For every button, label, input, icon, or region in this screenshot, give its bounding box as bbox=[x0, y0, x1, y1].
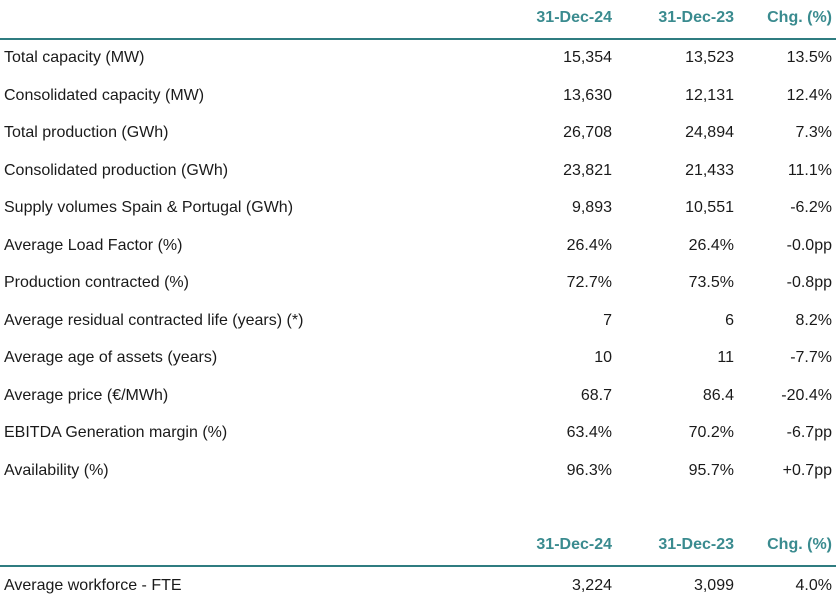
table-row: Supply volumes Spain & Portugal (GWh) 9,8… bbox=[0, 190, 836, 228]
value-change: 11.1% bbox=[787, 161, 832, 179]
value-change: 4.0% bbox=[795, 577, 832, 594]
value-change: -7.7% bbox=[790, 349, 832, 366]
value-current-year: 26,708 bbox=[563, 124, 612, 141]
row-label: Production contracted (%) bbox=[4, 274, 189, 291]
value-change: -6.7pp bbox=[786, 424, 832, 441]
value-prior-year: 6 bbox=[725, 311, 734, 329]
row-label: Consolidated production (GWh) bbox=[4, 161, 229, 179]
value-current-year: 23,821 bbox=[563, 161, 612, 179]
value-prior-year: 70.2% bbox=[688, 424, 734, 441]
value-prior-year: 21,433 bbox=[685, 161, 734, 179]
table-row: Average Load Factor (%) 26.4% 26.4% -0.0pp bbox=[0, 228, 836, 266]
value-prior-year: 86.4 bbox=[702, 386, 734, 404]
table-row: Production contracted (%) 72.7% 73.5% -0.8p… bbox=[0, 265, 836, 303]
value-prior-year: 24,894 bbox=[685, 124, 734, 141]
value-prior-year: 11 bbox=[717, 349, 734, 366]
row-label: Average Load Factor (%) bbox=[4, 236, 183, 254]
kpi-table-body: Total capacity (MW) 15,354 13,523 13.5% Cons… bbox=[0, 40, 836, 490]
value-change: 12.4% bbox=[786, 86, 832, 104]
table-row: Consolidated capacity (MW) 13,630 12,131 12… bbox=[0, 78, 836, 116]
value-current-year: 68.7 bbox=[580, 386, 612, 404]
workforce-table-body: Average workforce - FTE 3,224 3,099 4.0% bbox=[0, 567, 836, 599]
row-label: Supply volumes Spain & Portugal (GWh) bbox=[4, 199, 294, 216]
value-change: -20.4% bbox=[781, 386, 832, 404]
value-current-year: 96.3% bbox=[566, 461, 612, 479]
workforce-table-header: 31-Dec-24 31-Dec-23 Chg. (%) bbox=[0, 527, 836, 567]
value-change: 8.2% bbox=[795, 311, 832, 329]
table-row: Average price (€/MWh) 68.7 86.4 -20.4% bbox=[0, 378, 836, 416]
value-change: -0.8pp bbox=[786, 274, 832, 291]
column-header-change: Chg. (%) bbox=[767, 536, 832, 553]
table-row: Total capacity (MW) 15,354 13,523 13.5% bbox=[0, 40, 836, 78]
row-label: EBITDA Generation margin (%) bbox=[4, 424, 228, 441]
value-prior-year: 26.4% bbox=[688, 236, 734, 254]
table-row: Consolidated production (GWh) 23,821 21,43… bbox=[0, 153, 836, 191]
value-prior-year: 12,131 bbox=[685, 86, 734, 104]
value-prior-year: 3,099 bbox=[693, 577, 734, 594]
column-header-current-year: 31-Dec-24 bbox=[536, 9, 612, 26]
value-prior-year: 13,523 bbox=[685, 49, 734, 66]
value-current-year: 13,630 bbox=[563, 86, 612, 104]
value-current-year: 72.7% bbox=[566, 274, 612, 291]
table-row: Availability (%) 96.3% 95.7% +0.7pp bbox=[0, 453, 836, 491]
value-prior-year: 73.5% bbox=[688, 274, 734, 291]
row-label: Average age of assets (years) bbox=[4, 349, 218, 366]
table-row: EBITDA Generation margin (%) 63.4% 70.2% -6… bbox=[0, 415, 836, 453]
column-header-prior-year: 31-Dec-23 bbox=[658, 9, 734, 26]
table-row: Average age of assets (years) 10 11 -7.7% bbox=[0, 340, 836, 378]
row-label: Total capacity (MW) bbox=[4, 49, 145, 66]
value-change: -6.2% bbox=[790, 199, 832, 216]
value-change: 7.3% bbox=[795, 124, 832, 141]
value-prior-year: 95.7% bbox=[688, 461, 734, 479]
value-current-year: 3,224 bbox=[571, 577, 612, 594]
value-current-year: 15,354 bbox=[563, 49, 612, 66]
row-label: Availability (%) bbox=[4, 461, 109, 479]
kpi-table-header: 31-Dec-24 31-Dec-23 Chg. (%) bbox=[0, 0, 836, 40]
value-current-year: 26.4% bbox=[566, 236, 612, 254]
table-row: Average residual contracted life (years)… bbox=[0, 303, 836, 341]
value-change: +0.7pp bbox=[782, 461, 832, 479]
row-label: Average residual contracted life (years)… bbox=[4, 311, 304, 329]
kpi-table: 31-Dec-24 31-Dec-23 Chg. (%) Total capac… bbox=[0, 0, 836, 490]
value-change: 13.5% bbox=[786, 49, 832, 66]
column-header-prior-year: 31-Dec-23 bbox=[658, 536, 734, 553]
workforce-table: 31-Dec-24 31-Dec-23 Chg. (%) Average wor… bbox=[0, 527, 836, 599]
row-label: Consolidated capacity (MW) bbox=[4, 86, 205, 104]
column-header-current-year: 31-Dec-24 bbox=[536, 536, 612, 553]
row-label: Average price (€/MWh) bbox=[4, 386, 169, 404]
value-change: -0.0pp bbox=[786, 236, 832, 254]
value-current-year: 7 bbox=[603, 311, 612, 329]
value-prior-year: 10,551 bbox=[685, 199, 734, 216]
table-row: Total production (GWh) 26,708 24,894 7.3% bbox=[0, 115, 836, 153]
column-header-change: Chg. (%) bbox=[767, 9, 832, 26]
value-current-year: 63.4% bbox=[566, 424, 612, 441]
table-row: Average workforce - FTE 3,224 3,099 4.0% bbox=[0, 567, 836, 599]
value-current-year: 9,893 bbox=[571, 199, 612, 216]
value-current-year: 10 bbox=[594, 349, 612, 366]
row-label: Total production (GWh) bbox=[4, 124, 169, 141]
row-label: Average workforce - FTE bbox=[4, 577, 182, 594]
